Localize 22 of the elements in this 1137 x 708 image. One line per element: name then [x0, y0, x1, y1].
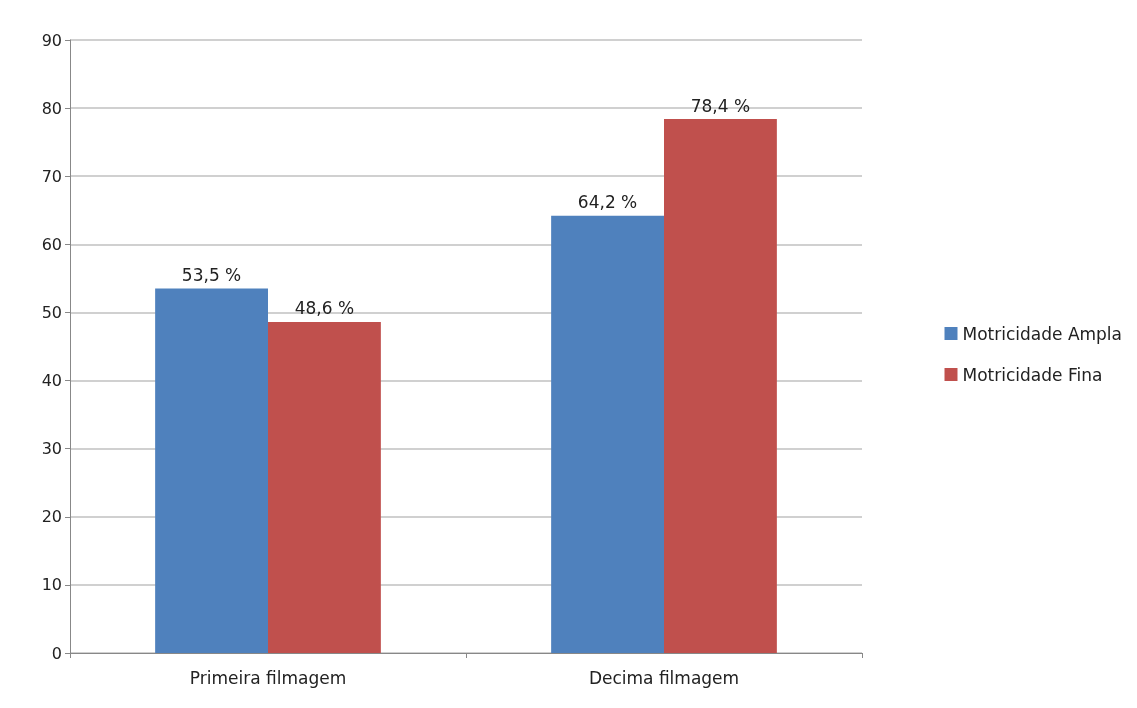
y-tick-label: 50: [41, 302, 62, 322]
data-label: 53,5 %: [181, 265, 242, 286]
y-tick-label: 70: [41, 166, 62, 186]
legend-label: Motricidade Ampla: [962, 323, 1122, 344]
data-label: 64,2 %: [577, 192, 638, 213]
y-tick-label: 30: [41, 439, 62, 459]
bar: [268, 321, 381, 653]
bar: [664, 119, 777, 653]
y-tick-label: 20: [41, 507, 62, 527]
y-tick-label: 80: [41, 98, 62, 118]
legend-label: Motricidade Fina: [962, 364, 1103, 385]
y-tick-label: 60: [41, 234, 62, 254]
data-label: 78,4 %: [690, 95, 751, 116]
y-tick-label: 0: [51, 643, 62, 663]
x-tick-label: Primeira filmagem: [189, 667, 347, 688]
y-tick-label: 10: [41, 575, 62, 595]
y-tick-label: 90: [41, 30, 62, 50]
y-tick-label: 40: [41, 371, 62, 391]
bar: [551, 215, 664, 653]
data-label: 48,6 %: [294, 298, 355, 319]
bar: [155, 288, 268, 653]
x-tick-label: Decima filmagem: [588, 667, 740, 688]
